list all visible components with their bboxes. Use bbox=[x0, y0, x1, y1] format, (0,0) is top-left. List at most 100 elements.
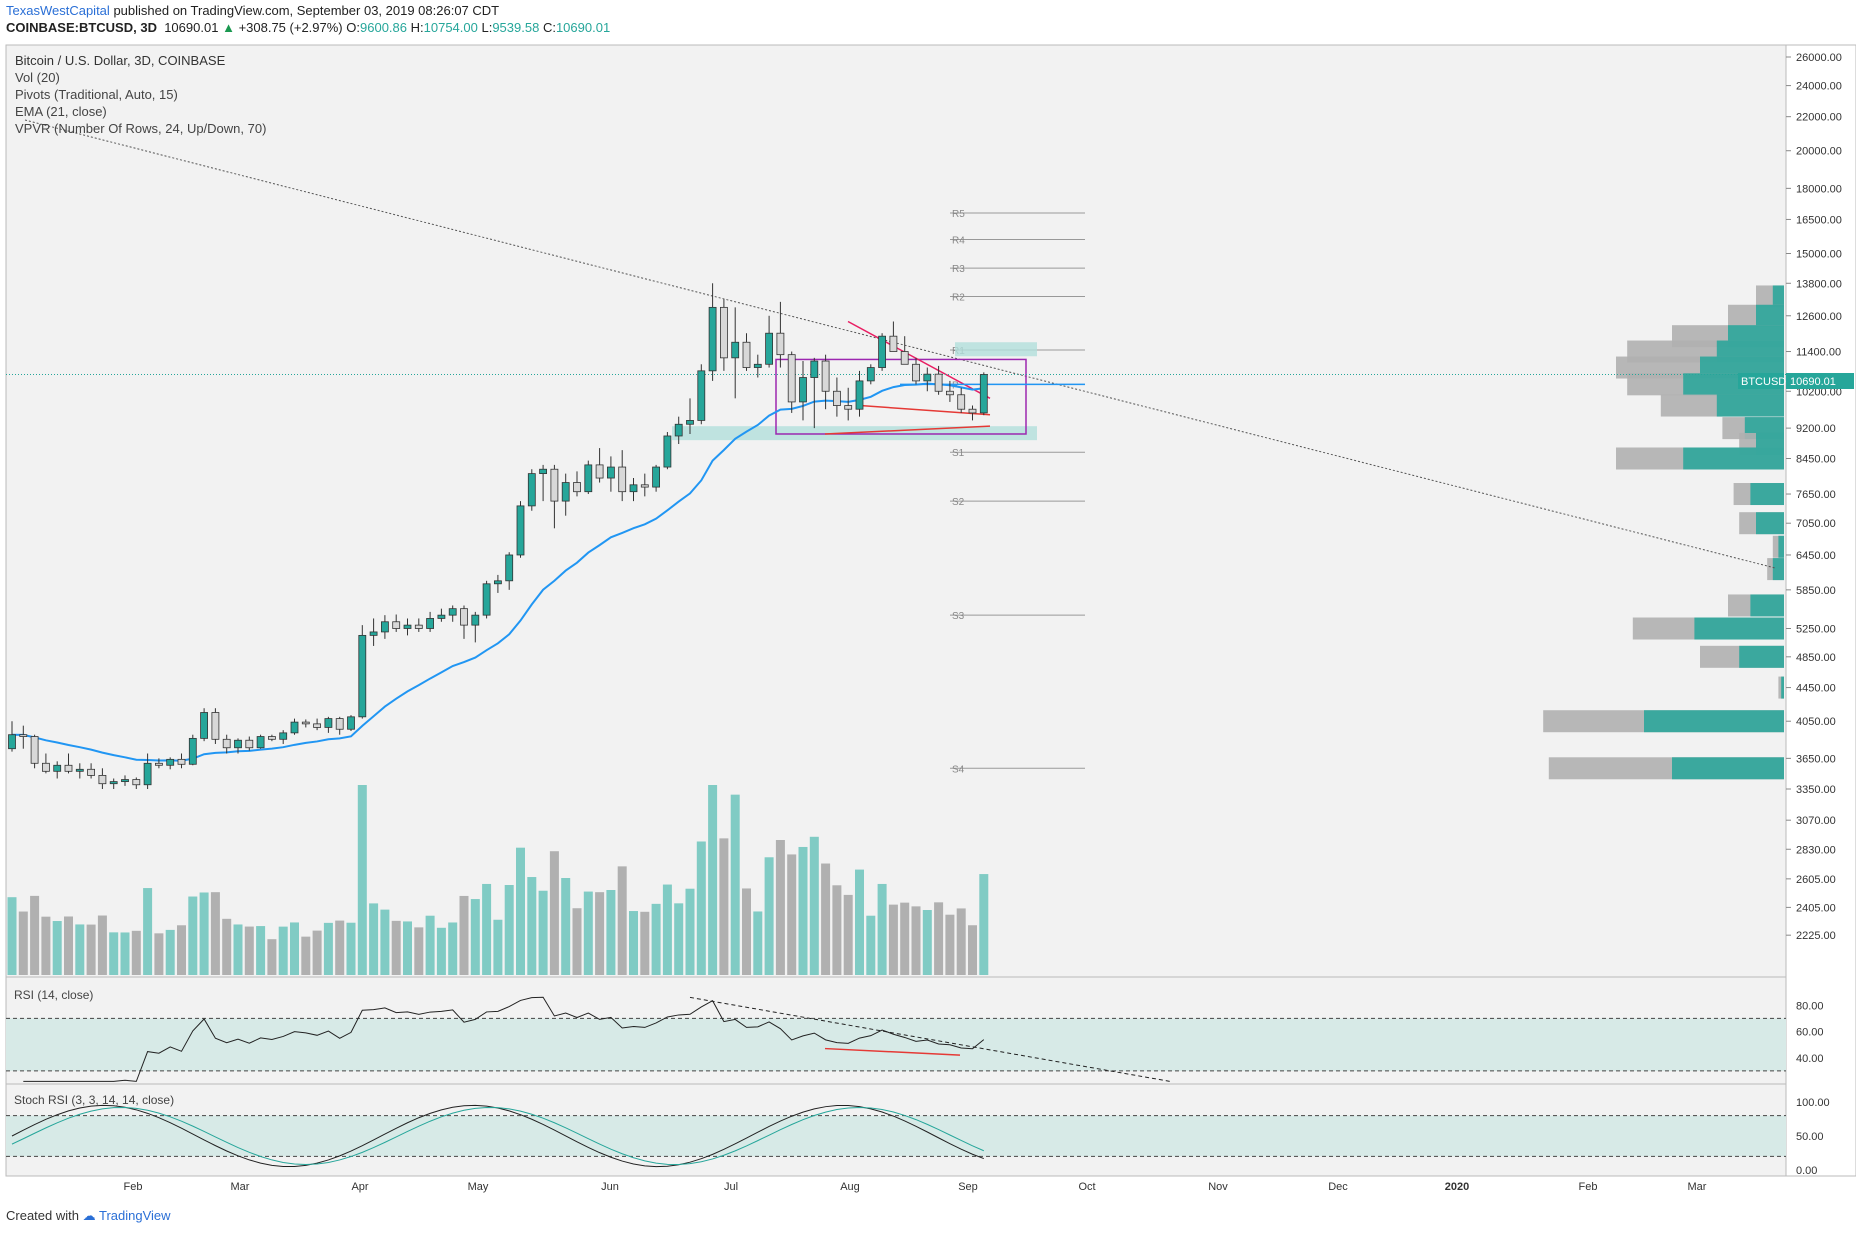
volume-bar bbox=[504, 885, 514, 975]
volume-bar bbox=[719, 838, 729, 975]
volume-bar bbox=[629, 911, 638, 975]
volume-bar bbox=[482, 883, 492, 975]
volume-bar bbox=[821, 863, 831, 975]
time-tick-label: Oct bbox=[1078, 1181, 1095, 1193]
candle-body bbox=[663, 435, 672, 468]
volume-bar bbox=[131, 930, 141, 975]
volume-bar bbox=[369, 903, 379, 975]
candle-body bbox=[844, 405, 853, 410]
volume-bar bbox=[357, 785, 367, 975]
price-tick-label: 6450.00 bbox=[1796, 550, 1836, 562]
volume-bar bbox=[708, 785, 718, 975]
price-change: +308.75 (+2.97%) bbox=[238, 20, 343, 35]
candle-body bbox=[821, 360, 830, 392]
vpvr-up bbox=[1739, 645, 1784, 668]
price-tick-label: 7650.00 bbox=[1796, 489, 1836, 501]
volume-bar bbox=[222, 918, 232, 975]
high-label: H: bbox=[410, 20, 424, 35]
pivot-label: R5 bbox=[952, 209, 965, 220]
time-tick-label: Mar bbox=[1688, 1181, 1707, 1193]
volume-bar bbox=[233, 924, 243, 975]
pivot-label: S1 bbox=[952, 448, 965, 459]
rsi-divergence-line bbox=[689, 996, 1171, 1082]
rsi-red-arrow bbox=[824, 1047, 961, 1056]
volume-bar bbox=[561, 878, 571, 975]
candle-body bbox=[19, 734, 28, 737]
candle-body bbox=[731, 341, 740, 359]
candle-body bbox=[98, 774, 107, 785]
candle-body bbox=[471, 614, 480, 626]
low-label: L: bbox=[481, 20, 493, 35]
candle-body bbox=[437, 614, 446, 619]
volume-bar bbox=[911, 906, 921, 975]
vpvr-up bbox=[1772, 285, 1784, 308]
candle-body bbox=[482, 583, 491, 616]
price-tick-label: 20000.00 bbox=[1796, 146, 1842, 158]
candle-body bbox=[335, 718, 344, 730]
candle-body bbox=[652, 466, 660, 488]
candle-body bbox=[629, 484, 638, 493]
candle-body bbox=[177, 758, 186, 765]
volume-bar bbox=[391, 920, 401, 975]
candle-body bbox=[607, 466, 615, 479]
legend-vpvr[interactable]: VPVR (Number Of Rows, 24, Up/Down, 70) bbox=[15, 121, 267, 136]
candle-body bbox=[866, 367, 875, 382]
pivot-label: S2 bbox=[952, 497, 965, 508]
footer: Created with ☁ TradingView bbox=[6, 1208, 171, 1224]
candle-body bbox=[527, 473, 536, 507]
candle-body bbox=[810, 360, 819, 378]
volume-bar bbox=[165, 929, 175, 975]
price-chart[interactable]: R5R4R3R2R1PS1S2S3S4 26000.0024000.002200… bbox=[0, 0, 1856, 1200]
candle-body bbox=[900, 351, 909, 365]
volume-bar bbox=[775, 840, 785, 975]
candle-body bbox=[245, 739, 254, 749]
price-tick-label: 11400.00 bbox=[1796, 347, 1841, 359]
candle-body bbox=[595, 464, 604, 479]
price-tick-label: 5850.00 bbox=[1796, 585, 1836, 597]
candle-body bbox=[505, 554, 514, 582]
stoch-label: Stoch RSI (3, 3, 14, 14, close) bbox=[14, 1093, 174, 1107]
volume-bar bbox=[516, 847, 525, 975]
long-downtrend-line bbox=[24, 119, 1776, 569]
volume-bar bbox=[120, 932, 130, 975]
price-tick-label: 7050.00 bbox=[1796, 518, 1836, 530]
author-link[interactable]: TexasWestCapital bbox=[6, 3, 110, 18]
candle-body bbox=[493, 580, 502, 585]
candle-body bbox=[516, 505, 525, 556]
vpvr-up bbox=[1750, 594, 1784, 617]
red-trendline bbox=[847, 320, 991, 399]
time-tick-label: 2020 bbox=[1445, 1181, 1469, 1193]
candle-body bbox=[776, 332, 785, 356]
vpvr-up bbox=[1756, 304, 1784, 327]
footer-brand[interactable]: TradingView bbox=[99, 1208, 171, 1223]
pivot-label: R4 bbox=[952, 235, 965, 246]
volume-bar bbox=[617, 866, 627, 975]
candle-body bbox=[200, 712, 209, 739]
stoch-tick-label: 100.00 bbox=[1796, 1097, 1830, 1109]
legend-pivots[interactable]: Pivots (Traditional, Auto, 15) bbox=[15, 87, 178, 102]
stoch-rsi-indicator: 100.00 50.00 0.00 bbox=[6, 1097, 1830, 1177]
rsi-tick-label: 40.00 bbox=[1796, 1053, 1824, 1065]
candles bbox=[8, 283, 988, 789]
candle-body bbox=[799, 377, 807, 403]
candle-body bbox=[460, 608, 468, 626]
legend-ema[interactable]: EMA (21, close) bbox=[15, 104, 107, 119]
candle-body bbox=[30, 736, 39, 764]
candle-body bbox=[539, 468, 547, 475]
volume-bar bbox=[662, 884, 672, 975]
candle-body bbox=[765, 332, 773, 365]
volume-bar bbox=[730, 794, 740, 975]
volume-bar bbox=[323, 922, 333, 975]
legend-vol[interactable]: Vol (20) bbox=[15, 70, 60, 85]
resistance-zone bbox=[955, 342, 1037, 357]
candle-body bbox=[561, 482, 570, 502]
volume-bar bbox=[52, 921, 62, 975]
volume-bar bbox=[41, 916, 51, 975]
price-tick-label: 15000.00 bbox=[1796, 248, 1842, 260]
price-tick-label: 5250.00 bbox=[1796, 624, 1836, 636]
candle-body bbox=[324, 718, 333, 728]
volume-bar bbox=[809, 836, 819, 975]
low-value: 9539.58 bbox=[492, 20, 540, 35]
volume-bar bbox=[900, 902, 910, 975]
candle-body bbox=[87, 768, 95, 776]
